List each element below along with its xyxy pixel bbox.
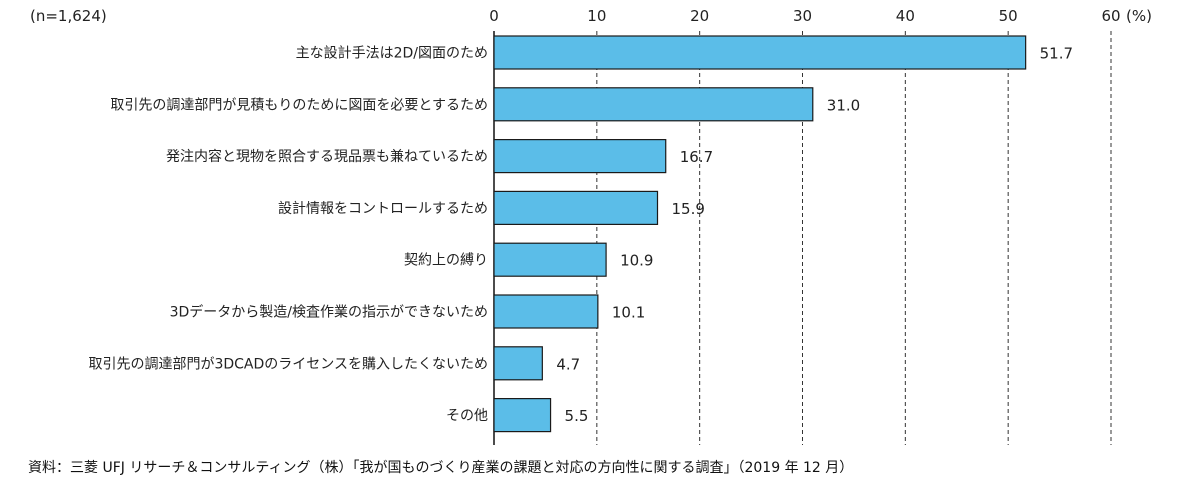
x-tick-label: 30 xyxy=(793,7,812,25)
data-label: 51.7 xyxy=(1040,45,1073,63)
unit-label: (%) xyxy=(1126,7,1152,25)
category-label: 取引先の調達部門が3DCADのライセンスを購入したくないため xyxy=(88,356,488,372)
data-label: 31.0 xyxy=(827,96,860,114)
x-tick-label: 20 xyxy=(690,7,709,25)
category-label: 主な設計手法は2D/図面のため xyxy=(296,46,488,62)
bar xyxy=(493,398,552,433)
data-label: 4.7 xyxy=(556,355,580,373)
category-label: 発注内容と現物を照合する現品票も兼ねているため xyxy=(166,148,488,165)
source-note: 資料：三菱 UFJ リサーチ＆コンサルティング（株）「我が国ものづくり産業の課題… xyxy=(28,460,854,476)
data-label: 5.5 xyxy=(565,407,589,425)
x-tick-label: 10 xyxy=(587,7,606,25)
category-label: 3Dデータから製造/検査作業の指示ができないため xyxy=(170,304,488,321)
x-tick-label: 40 xyxy=(896,7,915,25)
bar xyxy=(493,190,659,225)
bar xyxy=(493,139,667,174)
data-label: 10.9 xyxy=(620,252,653,270)
category-label: 契約上の縛り xyxy=(404,252,488,269)
sample-size-label: (n=1,624) xyxy=(30,7,107,25)
bar xyxy=(493,346,543,381)
category-label: その他 xyxy=(446,408,488,424)
category-label: 取引先の調達部門が見積もりのために図面を必要とするため xyxy=(110,97,488,113)
x-tick-label: 50 xyxy=(999,7,1018,25)
bar xyxy=(493,87,814,122)
bar xyxy=(493,294,599,329)
x-tick-label: 60 xyxy=(1101,7,1120,25)
x-tick-label: 0 xyxy=(489,7,499,25)
data-label: 15.9 xyxy=(672,200,705,218)
bar xyxy=(493,35,1027,70)
data-label: 16.7 xyxy=(680,148,713,166)
data-label: 10.1 xyxy=(612,304,645,322)
category-label: 設計情報をコントロールするため xyxy=(278,201,488,217)
bar xyxy=(493,242,607,277)
